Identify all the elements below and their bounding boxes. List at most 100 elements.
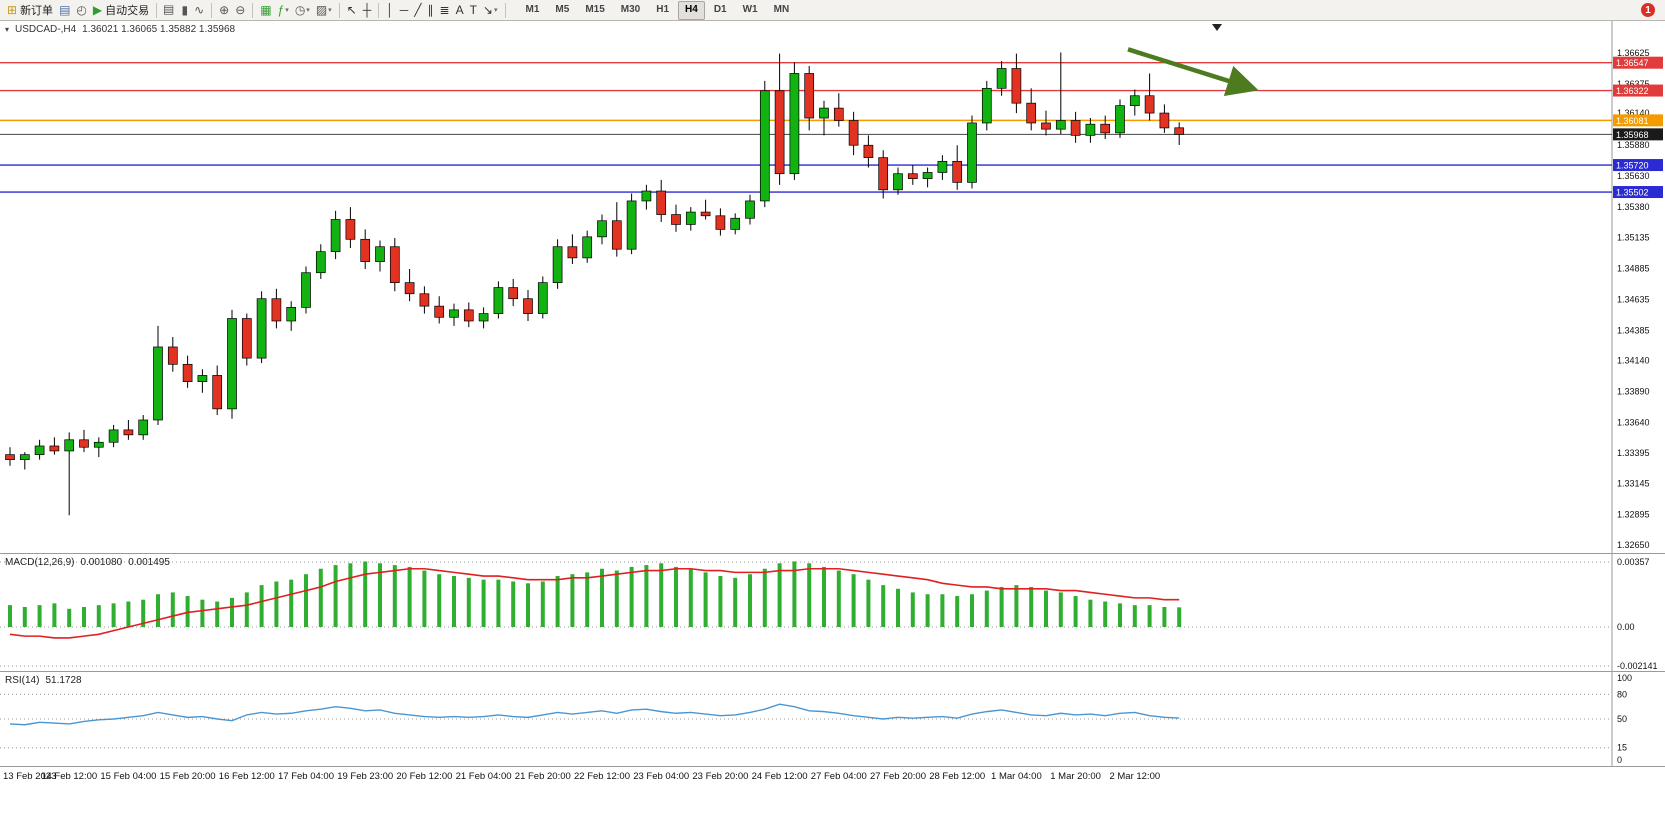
charts-button[interactable]: ▤ (56, 1, 73, 19)
timeframe-mn[interactable]: MN (773, 3, 790, 15)
periods-button[interactable]: ◷ ▾ (292, 1, 313, 19)
time-axis-label: 15 Feb 20:00 (159, 771, 216, 782)
line-chart-type-button[interactable]: ∿ (191, 1, 207, 19)
macd-bar (955, 596, 960, 628)
timeframe-h1[interactable]: H1 (656, 3, 670, 15)
tile-windows-button[interactable]: ▦ (257, 1, 274, 19)
zoom-out-button[interactable]: ⊖ (232, 1, 248, 19)
candle-body (774, 90, 785, 175)
notification-badge[interactable]: 1 (1641, 3, 1655, 17)
time-axis-label: 27 Feb 20:00 (870, 771, 926, 782)
timeframe-m15[interactable]: M15 (585, 3, 605, 15)
arrows-icon: ↘ (482, 3, 493, 17)
candle-body (671, 214, 681, 225)
new-order-button[interactable]: ⊞ 新订单 (4, 1, 56, 19)
timeframe-m30[interactable]: M30 (620, 3, 641, 15)
main-chart[interactable]: 1.36625 1.36375 1.36140 1.35880 1.35630 1.353… (0, 21, 1665, 553)
timeframe-h4[interactable]: H4 (678, 0, 705, 20)
new-order-label: 新订单 (20, 5, 54, 17)
time-axis-label: 17 Feb 04:00 (278, 771, 334, 782)
time-axis-label: 23 Feb 20:00 (692, 771, 749, 782)
indicators-button[interactable]: ƒ ▾ (275, 1, 292, 19)
candle-body (478, 313, 489, 322)
candle-body (641, 190, 652, 202)
macd-bar (659, 563, 664, 628)
candle-body (227, 318, 237, 410)
rsi-panel[interactable]: 100 80 50 15 0 RSI(14) 51.1728 (0, 671, 1665, 766)
arrows-button[interactable]: ↘ ▾ (480, 1, 501, 19)
price-badge (1613, 84, 1663, 97)
candle-body (1115, 105, 1125, 134)
candle-body (360, 238, 371, 262)
price-badge (1613, 56, 1663, 69)
market-watch-button[interactable]: ◴ (73, 1, 89, 19)
rsi-axis-label: 100 (1617, 673, 1632, 683)
time-axis-label: 20 Feb 12:00 (396, 771, 453, 782)
trendline-button[interactable]: ╱ (411, 1, 424, 19)
candle-body (730, 217, 741, 230)
macd-bar (851, 574, 856, 628)
main-chart-panel[interactable]: 1.36625 1.36375 1.36140 1.35880 1.35630 1.353… (0, 21, 1665, 553)
candle-body (330, 219, 341, 253)
timeframe-d1[interactable]: D1 (713, 3, 727, 15)
price-axis-label: 1.32895 (1617, 510, 1650, 520)
timeframe-m5[interactable]: M5 (555, 3, 570, 15)
price-axis-label: 1.34885 (1617, 263, 1650, 273)
templates-button[interactable]: ▨ ▾ (313, 1, 335, 19)
auto-trading-button[interactable]: ▶ 自动交易 (90, 1, 152, 19)
candlestick-series (5, 52, 1185, 516)
macd-bar (1162, 606, 1167, 628)
trend-arrow-annotation[interactable] (1127, 47, 1259, 96)
candle-body (952, 160, 963, 183)
macd-chart[interactable]: 0.00357 0.00 -0.002141 (0, 554, 1665, 671)
price-axis-label: 1.33640 (1617, 417, 1650, 427)
vline-icon: │ (386, 3, 394, 17)
crosshair-button[interactable]: ┼ (360, 1, 375, 19)
price-axis-label: 1.33890 (1617, 387, 1650, 397)
textlabel-button[interactable]: T (467, 1, 480, 19)
candle-body (19, 454, 30, 460)
time-axis-label: 1 Mar 04:00 (991, 771, 1042, 782)
toolbar-separator (378, 2, 380, 18)
macd-bar (836, 570, 841, 628)
candle-body (389, 246, 400, 283)
macd-bar (37, 605, 42, 628)
macd-panel[interactable]: 0.00357 0.00 -0.002141 MACD(12,26,9) 0.001… (0, 553, 1665, 671)
fibonacci-button[interactable]: ≣ (437, 1, 453, 19)
candle-body (108, 429, 119, 443)
time-axis-label: 13 Feb 2023 (3, 771, 57, 782)
vline-button[interactable]: │ (383, 1, 397, 19)
timeframe-m1[interactable]: M1 (525, 3, 540, 15)
candle-body (375, 246, 385, 262)
price-axis-label: 1.33145 (1617, 479, 1650, 489)
candle-body (981, 87, 992, 124)
text-button[interactable]: A (453, 1, 467, 19)
candlestick-type-button[interactable]: ▮ (178, 1, 191, 19)
bar-chart-icon: ▥ (162, 4, 177, 16)
zoom-in-button[interactable]: ⊕ (216, 1, 232, 19)
caret-down-icon: ▾ (493, 7, 498, 14)
time-axis: 13 Feb 2023 14 Feb 12:00 15 Feb 04:00 15 Fe… (0, 766, 1665, 788)
candle-body (922, 172, 933, 180)
candle-body (1041, 122, 1051, 130)
rsi-chart[interactable]: 100 80 50 15 0 (0, 672, 1665, 766)
channel-button[interactable]: ∥ (425, 1, 437, 19)
candle-body (819, 107, 829, 119)
price-badge-label: 1.36322 (1616, 86, 1649, 96)
candle-body (626, 200, 637, 250)
macd-signal-line (9, 567, 1180, 639)
chart-shift-marker[interactable] (1212, 24, 1222, 31)
caret-down-icon: ▾ (285, 7, 289, 14)
candle-body (685, 211, 696, 225)
cursor-button[interactable]: ↖ (344, 1, 360, 19)
rsi-line (9, 703, 1180, 726)
timeframe-w1[interactable]: W1 (742, 3, 758, 15)
bar-chart-type-button[interactable]: ▥ (161, 1, 178, 19)
hline-button[interactable]: ─ (397, 1, 412, 19)
candle-body (508, 287, 519, 300)
fibonacci-icon: ≣ (439, 3, 450, 17)
candle-body (197, 375, 208, 382)
macd-bar (511, 581, 516, 628)
macd-bar (600, 568, 604, 628)
macd-bar (688, 568, 693, 628)
